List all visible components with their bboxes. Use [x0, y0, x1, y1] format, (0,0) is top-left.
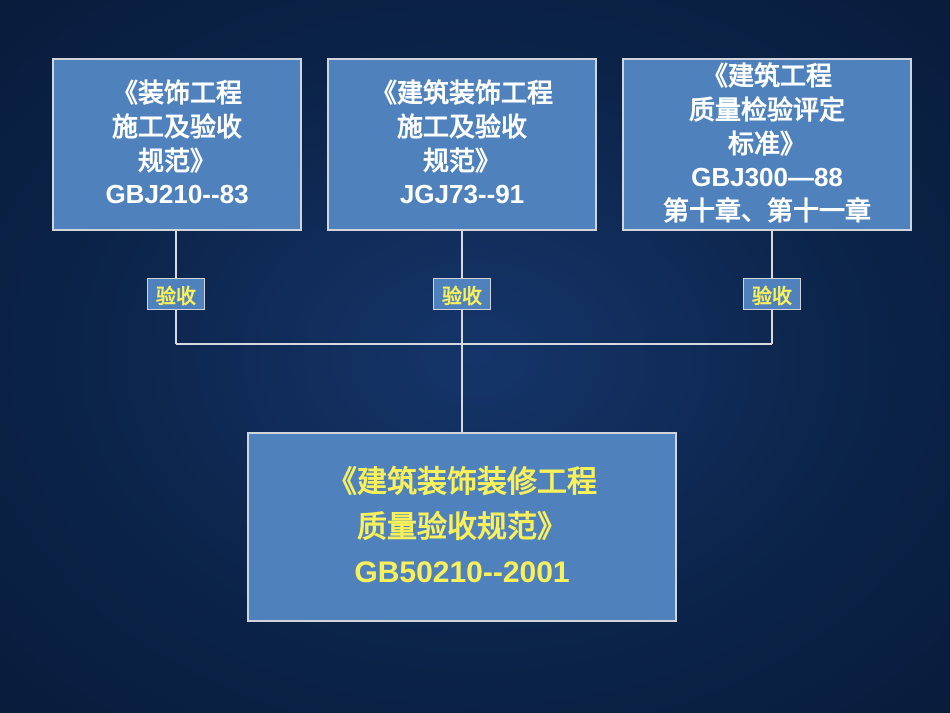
badge-1: 验收 — [147, 278, 205, 310]
badge-label: 验收 — [442, 280, 482, 309]
node-line: 《装饰工程 — [112, 77, 242, 111]
node-line: 规范》 — [138, 145, 216, 179]
node-line: 施工及验收 — [112, 111, 242, 145]
node-line: 施工及验收 — [397, 111, 527, 145]
node-line: 《建筑工程 — [702, 60, 832, 94]
node-line: 标准》 — [728, 128, 806, 162]
badge-3: 验收 — [743, 278, 801, 310]
node-line: 《建筑装饰工程 — [371, 77, 553, 111]
node-line: JGJ73--91 — [400, 178, 524, 212]
top-node-3: 《建筑工程质量检验评定标准》GBJ300—88第十章、第十一章 — [622, 58, 912, 231]
node-line: 质量验收规范》 — [357, 505, 567, 550]
badge-label: 验收 — [156, 280, 196, 309]
node-line: 质量检验评定 — [689, 94, 845, 128]
badge-label: 验收 — [752, 280, 792, 309]
node-line: 第十章、第十一章 — [663, 195, 871, 229]
top-node-1: 《装饰工程施工及验收规范》GBJ210--83 — [52, 58, 302, 231]
node-line: 《建筑装饰装修工程 — [327, 460, 597, 505]
node-line: GBJ210--83 — [105, 178, 248, 212]
node-line: 规范》 — [423, 145, 501, 179]
bottom-node: 《建筑装饰装修工程质量验收规范》GB50210--2001 — [247, 432, 677, 622]
node-line: GB50210--2001 — [354, 550, 569, 595]
node-line: GBJ300—88 — [691, 161, 843, 195]
top-node-2: 《建筑装饰工程施工及验收规范》JGJ73--91 — [327, 58, 597, 231]
badge-2: 验收 — [433, 278, 491, 310]
